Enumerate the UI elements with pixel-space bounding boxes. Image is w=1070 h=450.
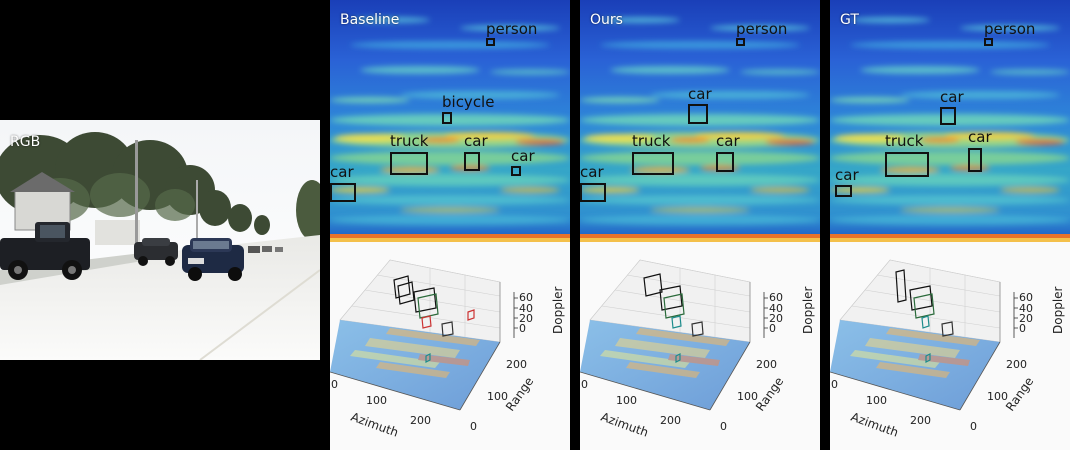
- plot-boxes: [393, 275, 475, 363]
- doppler-tick: 20: [1019, 312, 1033, 325]
- detection-label: car: [464, 132, 488, 150]
- doppler-label: Doppler: [551, 286, 565, 334]
- distant-car-shape: [134, 238, 178, 266]
- ours-panel: Ours person car truck car car 0 100 200 …: [580, 0, 820, 450]
- doppler-tick: 40: [1019, 302, 1033, 315]
- gt-panel: GT person car truck car car 0 100 200 Az…: [830, 0, 1070, 450]
- pickup-truck-shape: [0, 222, 90, 280]
- detection-box-car: [716, 152, 734, 172]
- range-tick: 0: [470, 420, 477, 433]
- range-tick: 200: [506, 358, 527, 371]
- detection-box-person: [736, 38, 745, 46]
- doppler-tick: 60: [1019, 291, 1033, 304]
- rgb-panel: RGB: [0, 120, 320, 360]
- doppler-label: Doppler: [1051, 286, 1065, 334]
- doppler-tick: 20: [519, 312, 533, 325]
- detection-box-car: [968, 148, 982, 172]
- azimuth-tick: 0: [581, 378, 588, 391]
- panel-title: GT: [840, 12, 859, 28]
- range-azimuth-heatmap: Baseline person bicycle truck car car ca…: [330, 0, 570, 242]
- range-tick: 100: [737, 390, 758, 403]
- doppler-tick: 0: [519, 322, 526, 335]
- detection-box-car: [330, 183, 356, 202]
- detection-label: car: [716, 132, 740, 150]
- 3d-radar-plot: 0 100 200 Azimuth 0 100 200 Range 0 20 4…: [330, 242, 570, 450]
- range-tick: 0: [720, 420, 727, 433]
- detection-label: truck: [390, 132, 429, 150]
- panel-title: Ours: [590, 12, 623, 28]
- detection-label: car: [835, 166, 859, 184]
- doppler-tick: 40: [769, 302, 783, 315]
- range-tick: 0: [970, 420, 977, 433]
- rgb-title: RGB: [10, 134, 41, 150]
- detection-label: bicycle: [442, 93, 495, 111]
- azimuth-tick: 200: [910, 414, 931, 427]
- doppler-tick: 20: [769, 312, 783, 325]
- detection-box-car: [688, 104, 708, 124]
- detection-box-truck: [885, 152, 929, 177]
- azimuth-tick: 200: [410, 414, 431, 427]
- street-photo: [0, 120, 320, 360]
- doppler-label: Doppler: [801, 286, 815, 334]
- azimuth-tick: 0: [831, 378, 838, 391]
- azimuth-tick: 200: [660, 414, 681, 427]
- detection-label: car: [688, 85, 712, 103]
- plot-boxes: [643, 273, 704, 363]
- detection-label: car: [330, 163, 354, 181]
- doppler-tick: 0: [1019, 322, 1026, 335]
- detection-label: person: [984, 20, 1036, 38]
- range-tick: 100: [987, 390, 1008, 403]
- detection-box-car: [940, 107, 956, 125]
- detection-box-truck: [632, 152, 674, 175]
- doppler-tick: 60: [519, 291, 533, 304]
- detection-box-car: [464, 152, 480, 171]
- detection-label: car: [968, 128, 992, 146]
- detection-label: car: [940, 88, 964, 106]
- detection-label: person: [486, 20, 538, 38]
- detection-box-car: [511, 166, 521, 176]
- baseline-panel: Baseline person bicycle truck car car ca…: [330, 0, 570, 450]
- panel-title: Baseline: [340, 12, 400, 28]
- detection-label: person: [736, 20, 788, 38]
- detection-box-truck: [390, 152, 428, 175]
- detection-label: car: [580, 163, 604, 181]
- range-azimuth-heatmap: GT person car truck car car: [830, 0, 1070, 242]
- range-azimuth-heatmap: Ours person car truck car car: [580, 0, 820, 242]
- doppler-tick: 40: [519, 302, 533, 315]
- range-tick: 200: [1006, 358, 1027, 371]
- azimuth-tick: 100: [366, 394, 387, 407]
- detection-label: truck: [632, 132, 671, 150]
- range-tick: 100: [487, 390, 508, 403]
- range-tick: 200: [756, 358, 777, 371]
- detection-box-person: [984, 38, 993, 46]
- azimuth-tick: 100: [866, 394, 887, 407]
- detection-box-car: [835, 185, 852, 197]
- 3d-radar-plot: 0 100 200 Azimuth 0 100 200 Range 0 20 4…: [580, 242, 820, 450]
- sedan-shape: [182, 238, 244, 281]
- doppler-tick: 60: [769, 291, 783, 304]
- 3d-radar-plot: 0 100 200 Azimuth 0 100 200 Range 0 20 4…: [830, 242, 1070, 450]
- detection-label: truck: [885, 132, 924, 150]
- detection-box-person: [486, 38, 495, 46]
- detection-box-car: [580, 183, 606, 202]
- azimuth-tick: 100: [616, 394, 637, 407]
- doppler-tick: 0: [769, 322, 776, 335]
- plot-boxes: [895, 269, 954, 363]
- detection-label: car: [511, 147, 535, 165]
- azimuth-tick: 0: [331, 378, 338, 391]
- detection-box-bicycle: [442, 112, 452, 124]
